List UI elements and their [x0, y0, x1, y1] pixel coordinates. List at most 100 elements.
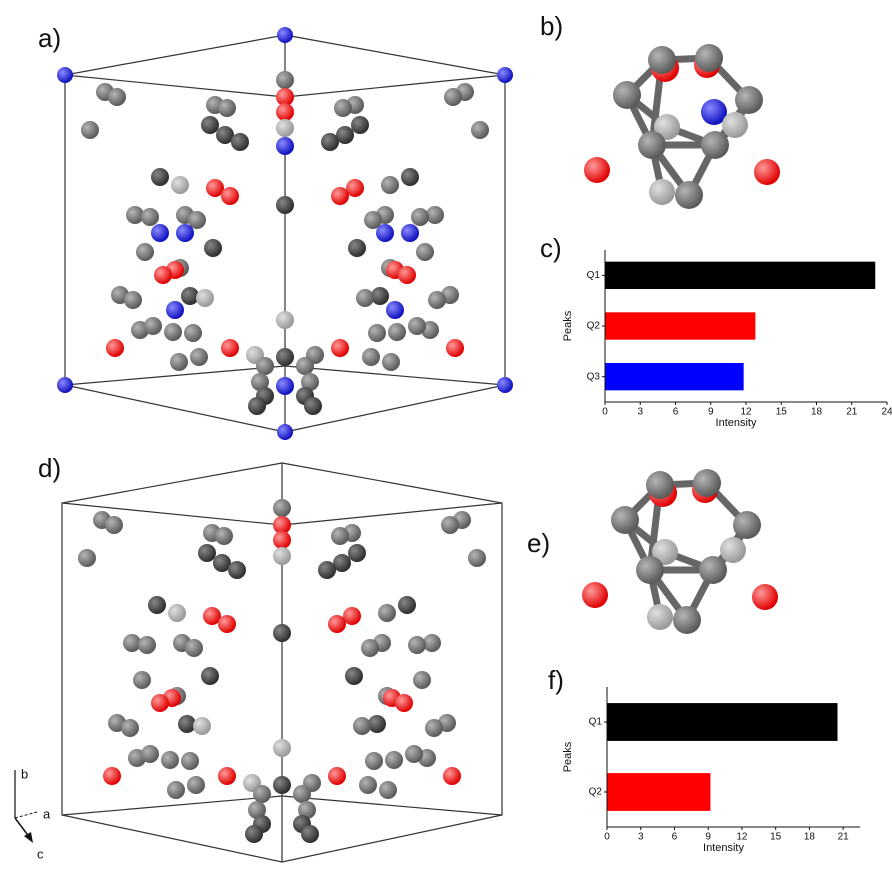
atom: [388, 323, 406, 341]
atom: [57, 67, 73, 83]
atom: [468, 549, 486, 567]
atom: [356, 289, 374, 307]
atom: [221, 187, 239, 205]
atom: [754, 159, 780, 185]
atom: [398, 266, 416, 284]
atom: [108, 88, 126, 106]
atom: [446, 339, 464, 357]
atom: [198, 544, 216, 562]
atom: [248, 397, 266, 415]
atom: [176, 224, 194, 242]
atom: [121, 719, 139, 737]
x-tick-label: 18: [804, 832, 816, 843]
atom: [359, 776, 377, 794]
atom: [170, 353, 188, 371]
y-tick-label: Q1: [589, 717, 603, 728]
axis-triad: b a c: [15, 766, 51, 861]
atom: [151, 168, 169, 186]
panel-label: a): [38, 23, 61, 53]
x-tick-label: 21: [846, 407, 858, 418]
atom: [105, 516, 123, 534]
atom: [699, 556, 727, 584]
panel-label: d): [38, 453, 61, 483]
atom: [408, 317, 426, 335]
atom: [273, 531, 291, 549]
atom: [221, 339, 239, 357]
atom: [106, 339, 124, 357]
axis-label: a: [43, 806, 51, 821]
atom: [154, 266, 172, 284]
atom: [167, 781, 185, 799]
atom: [720, 537, 746, 563]
atom: [443, 767, 461, 785]
atom: [184, 324, 202, 342]
atom: [648, 46, 676, 74]
atom: [204, 239, 222, 257]
atom: [752, 584, 778, 610]
atom: [144, 317, 162, 335]
x-axis-label: Intensity: [703, 842, 744, 854]
atom: [365, 752, 383, 770]
atom: [395, 694, 413, 712]
atom: [334, 99, 352, 117]
atom: [138, 636, 156, 654]
atom: [256, 357, 274, 375]
atom: [376, 224, 394, 242]
atom: [318, 561, 336, 579]
panel-label: b): [540, 11, 563, 41]
atom: [351, 116, 369, 134]
atom: [253, 785, 271, 803]
atom: [408, 636, 426, 654]
atom: [321, 133, 339, 151]
atom: [276, 71, 294, 89]
atom: [276, 137, 294, 155]
atom: [675, 181, 703, 209]
atom: [328, 615, 346, 633]
atom: [382, 353, 400, 371]
atom: [81, 121, 99, 139]
atom: [78, 549, 96, 567]
atom: [273, 624, 291, 642]
atom: [328, 767, 346, 785]
atom: [164, 323, 182, 341]
atom: [276, 377, 294, 395]
x-tick-label: 9: [708, 407, 714, 418]
y-tick-label: Q2: [589, 787, 603, 798]
atom: [215, 527, 233, 545]
atom: [416, 243, 434, 261]
atom: [276, 311, 294, 329]
atom: [181, 752, 199, 770]
x-tick-label: 15: [770, 832, 782, 843]
y-axis-label: Peaks: [562, 741, 574, 772]
y-axis-label: Peaks: [562, 310, 574, 341]
x-tick-label: 18: [811, 407, 823, 418]
bar: [605, 363, 744, 390]
atom: [185, 639, 203, 657]
atom: [379, 781, 397, 799]
y-tick-label: Q3: [587, 371, 601, 382]
atom: [151, 694, 169, 712]
atom: [277, 424, 293, 440]
atom: [151, 224, 169, 242]
atom: [276, 348, 294, 366]
atom: [345, 667, 363, 685]
x-tick-label: 0: [602, 407, 608, 418]
atom: [348, 239, 366, 257]
bar: [605, 262, 875, 289]
atom: [273, 776, 291, 794]
x-tick-label: 3: [637, 407, 643, 418]
atom: [362, 348, 380, 366]
atom: [386, 301, 404, 319]
atom: [636, 556, 664, 584]
atom: [638, 131, 666, 159]
panel-label: f): [548, 665, 564, 695]
figure: a) b) c) d) e) f) b a c Q1Q2Q30369121518…: [0, 0, 892, 872]
x-tick-label: 21: [838, 832, 850, 843]
x-tick-label: 3: [638, 832, 644, 843]
atom: [353, 717, 371, 735]
atom: [141, 208, 159, 226]
panel-label: c): [540, 233, 562, 263]
atom: [193, 717, 211, 735]
atom: [190, 348, 208, 366]
atom: [428, 291, 446, 309]
